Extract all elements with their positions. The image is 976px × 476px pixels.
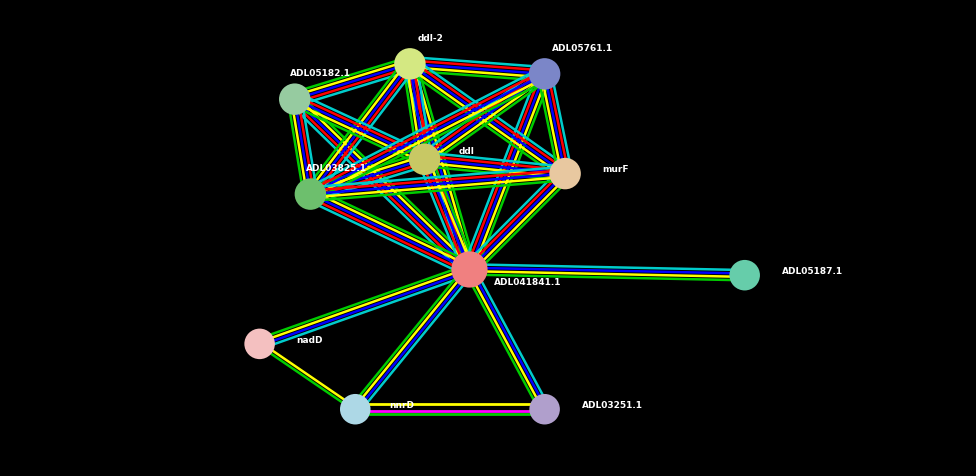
Circle shape xyxy=(295,179,326,210)
Text: ADL05182.1: ADL05182.1 xyxy=(290,69,351,78)
Circle shape xyxy=(244,329,275,359)
Circle shape xyxy=(394,49,426,80)
Text: ADL05761.1: ADL05761.1 xyxy=(552,44,614,53)
Text: ADL03825.1: ADL03825.1 xyxy=(305,164,367,173)
Circle shape xyxy=(451,252,488,288)
Circle shape xyxy=(279,84,310,116)
Circle shape xyxy=(549,159,581,190)
Text: ADL05187.1: ADL05187.1 xyxy=(782,267,843,275)
Circle shape xyxy=(340,394,371,425)
Text: ADL041841.1: ADL041841.1 xyxy=(494,278,561,286)
Circle shape xyxy=(729,260,760,291)
Text: nnrD: nnrD xyxy=(389,400,415,409)
Text: ddl-2: ddl-2 xyxy=(418,34,444,43)
Circle shape xyxy=(529,59,560,90)
Text: murF: murF xyxy=(602,165,629,174)
Circle shape xyxy=(409,144,440,176)
Text: ddl: ddl xyxy=(459,147,474,156)
Text: nadD: nadD xyxy=(297,335,323,344)
Circle shape xyxy=(529,394,560,425)
Text: ADL03251.1: ADL03251.1 xyxy=(582,400,643,409)
